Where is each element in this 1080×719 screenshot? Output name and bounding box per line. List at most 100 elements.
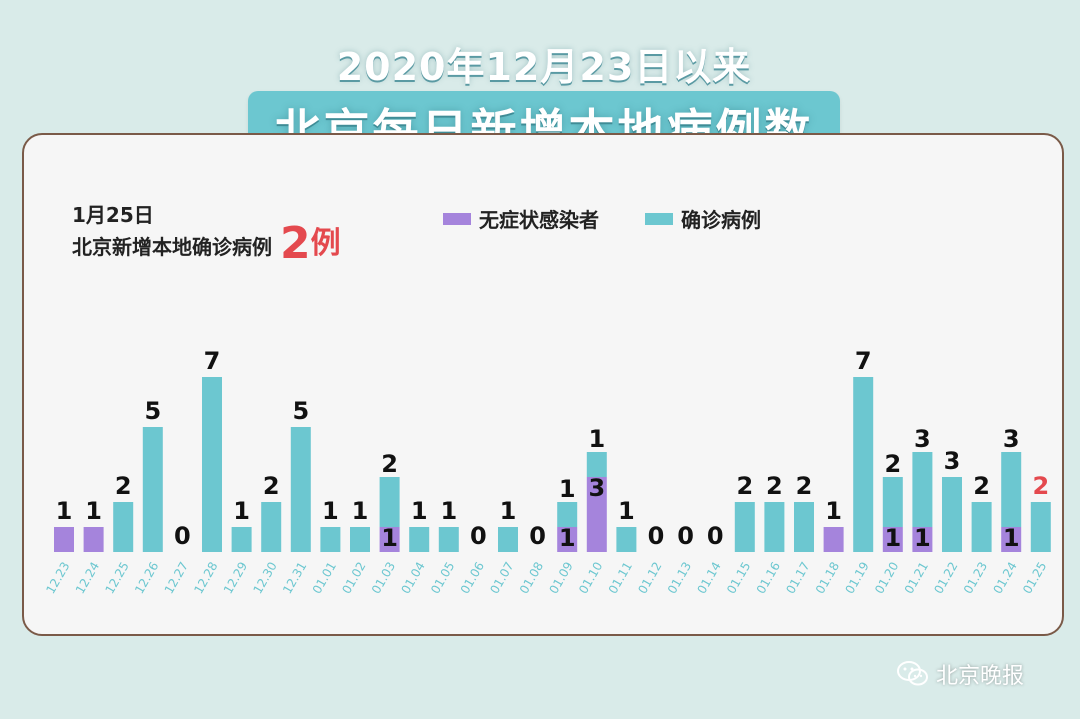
label-total-12.23: 1 xyxy=(56,497,73,525)
label-total-12.29: 1 xyxy=(233,497,250,525)
bar-confirmed-12.31 xyxy=(290,427,311,552)
label-total-12.31: 5 xyxy=(292,397,309,425)
tick-label-01.23: 01.23 xyxy=(961,560,990,597)
label-confirmed-01.24: 3 xyxy=(1003,425,1020,453)
label-total-01.14: 0 xyxy=(707,522,724,550)
bar-confirmed-01.25 xyxy=(1030,502,1051,552)
bar-confirmed-12.25 xyxy=(113,502,134,552)
bar-confirmed-12.30 xyxy=(261,502,282,552)
tick-label-01.22: 01.22 xyxy=(931,560,960,597)
label-asymptomatic-01.20: 1 xyxy=(884,524,901,552)
bar-confirmed-01.07 xyxy=(498,527,518,552)
label-total-01.16: 2 xyxy=(766,472,783,500)
label-total-12.24: 1 xyxy=(85,497,102,525)
label-confirmed-01.10: 1 xyxy=(588,425,605,453)
tick-label-01.14: 01.14 xyxy=(694,560,723,597)
bar-confirmed-01.17 xyxy=(794,502,814,552)
tick-label-01.04: 01.04 xyxy=(398,560,427,597)
label-total-01.05: 1 xyxy=(440,497,457,525)
summary-line: 北京新增本地确诊病例 2 例 xyxy=(72,218,341,266)
title-line1: 2020年12月23日以来 xyxy=(336,44,752,89)
tick-label-01.05: 01.05 xyxy=(428,560,457,597)
label-total-12.26: 5 xyxy=(144,397,161,425)
label-total-01.04: 1 xyxy=(411,497,428,525)
legend: 无症状感染者 确诊病例 xyxy=(443,204,807,233)
tick-label-12.30: 12.30 xyxy=(250,560,279,597)
legend-label-confirmed: 确诊病例 xyxy=(681,208,761,232)
bar-confirmed-01.21 xyxy=(912,452,933,527)
bar-confirmed-01.11 xyxy=(616,527,637,552)
bar-confirmed-01.03 xyxy=(379,477,400,527)
tick-label-01.16: 01.16 xyxy=(754,560,783,597)
bar-asymptomatic-12.24 xyxy=(83,527,104,552)
label-confirmed-01.21: 3 xyxy=(914,425,931,453)
label-total-01.15: 2 xyxy=(736,472,753,500)
tick-label-01.08: 01.08 xyxy=(517,560,546,597)
bar-confirmed-01.20 xyxy=(882,477,903,527)
watermark: 北京晚报 xyxy=(896,658,1024,690)
label-total-01.06: 0 xyxy=(470,522,487,550)
bar-confirmed-01.02 xyxy=(350,527,370,552)
label-total-01.07: 1 xyxy=(500,497,517,525)
label-confirmed-01.20: 2 xyxy=(884,450,901,478)
legend-swatch-asymptomatic xyxy=(443,212,471,225)
summary-unit: 例 xyxy=(310,226,341,261)
summary-count: 2 xyxy=(280,218,311,269)
label-total-01.08: 0 xyxy=(529,522,546,550)
label-total-01.17: 2 xyxy=(796,472,813,500)
tick-label-01.15: 01.15 xyxy=(724,560,753,597)
tick-label-01.18: 01.18 xyxy=(813,560,842,597)
tick-label-01.12: 01.12 xyxy=(635,560,664,597)
tick-label-12.31: 12.31 xyxy=(280,560,309,597)
bar-confirmed-01.01 xyxy=(320,527,341,552)
bar-confirmed-01.10 xyxy=(586,452,607,477)
tick-label-12.25: 12.25 xyxy=(102,560,131,597)
bar-asymptomatic-01.21 xyxy=(912,527,933,552)
bar-confirmed-12.26 xyxy=(142,427,163,552)
legend-swatch-confirmed xyxy=(645,212,673,225)
bar-asymptomatic-01.10 xyxy=(586,477,607,552)
label-total-01.22: 3 xyxy=(944,447,961,475)
summary-text: 北京新增本地确诊病例 xyxy=(72,235,272,259)
bar-confirmed-12.29 xyxy=(231,527,252,552)
label-total-01.02: 1 xyxy=(352,497,369,525)
tick-label-01.13: 01.13 xyxy=(665,560,694,597)
label-asymptomatic-01.21: 1 xyxy=(914,524,931,552)
tick-label-01.17: 01.17 xyxy=(783,560,812,597)
bar-confirmed-01.09 xyxy=(557,502,578,527)
tick-label-01.07: 01.07 xyxy=(487,560,516,597)
tick-label-12.29: 12.29 xyxy=(221,560,250,597)
tick-label-01.21: 01.21 xyxy=(902,560,931,597)
bar-confirmed-01.23 xyxy=(971,502,992,552)
tick-label-01.24: 01.24 xyxy=(990,559,1019,596)
bar-asymptomatic-01.03 xyxy=(379,527,400,552)
legend-item-confirmed: 确诊病例 xyxy=(645,204,761,233)
label-total-01.01: 1 xyxy=(322,497,339,525)
bar-confirmed-01.22 xyxy=(942,477,962,552)
label-total-12.25: 2 xyxy=(115,472,132,500)
watermark-text: 北京晚报 xyxy=(936,664,1025,689)
label-total-12.27: 0 xyxy=(174,522,191,550)
label-total-01.11: 1 xyxy=(618,497,635,525)
label-asymptomatic-01.10: 3 xyxy=(588,474,605,502)
label-asymptomatic-01.03: 1 xyxy=(381,524,398,552)
tick-label-01.25: 01.25 xyxy=(1020,560,1049,597)
legend-item-asymptomatic: 无症状感染者 xyxy=(443,204,599,233)
tick-label-12.24: 12.24 xyxy=(73,560,102,597)
label-asymptomatic-01.09: 1 xyxy=(559,524,576,552)
tick-label-12.28: 12.28 xyxy=(191,560,220,597)
bar-asymptomatic-01.24 xyxy=(1001,527,1022,552)
tick-label-01.01: 01.01 xyxy=(310,560,339,597)
bar-confirmed-01.04 xyxy=(409,527,430,552)
tick-label-12.23: 12.23 xyxy=(43,560,72,597)
bar-confirmed-01.16 xyxy=(764,502,785,552)
tick-label-12.26: 12.26 xyxy=(132,560,161,597)
label-total-01.25: 2 xyxy=(1032,472,1049,500)
bar-confirmed-01.05 xyxy=(438,527,459,552)
tick-label-01.19: 01.19 xyxy=(842,560,871,597)
tick-label-01.02: 01.02 xyxy=(339,560,368,597)
chart-panel xyxy=(22,133,1064,636)
label-total-01.18: 1 xyxy=(825,497,842,525)
label-confirmed-01.03: 2 xyxy=(381,450,398,478)
